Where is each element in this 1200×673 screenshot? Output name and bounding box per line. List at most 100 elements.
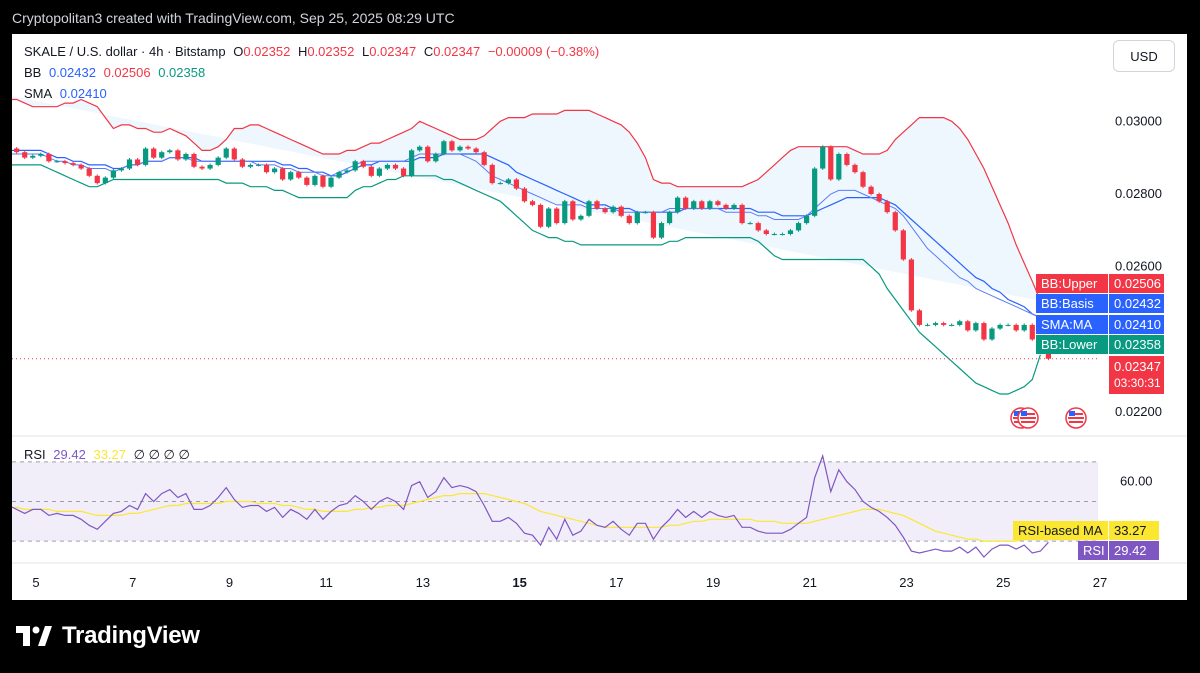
candle-body: [215, 157, 221, 165]
legend-rsi-label[interactable]: RSI: [24, 447, 46, 462]
time-tick-label: 7: [129, 575, 136, 590]
legend-close: C0.02347: [423, 44, 481, 59]
chart-frame: 0.03000 0.02800 0.02600 0.02200 60.00 5 7 9 11 13…: [12, 34, 1187, 600]
candle-body: [675, 197, 681, 213]
time-tick-label: 23: [899, 575, 913, 590]
candle-body: [715, 201, 721, 205]
candle-body: [949, 324, 955, 326]
sma-tag-value: 0.02410: [1109, 315, 1164, 334]
candle-body: [594, 201, 600, 209]
legend-rsi-extra: ∅ ∅ ∅ ∅: [133, 447, 190, 462]
time-tick-label: 27: [1093, 575, 1107, 590]
candle-body: [739, 204, 745, 224]
candle-body: [247, 164, 254, 167]
candle-body: [916, 310, 923, 325]
candle-body: [836, 154, 842, 180]
candle-body: [38, 154, 44, 156]
candle-body: [465, 146, 471, 149]
time-tick-label: 21: [803, 575, 817, 590]
time-tick-label: 13: [416, 575, 430, 590]
candle-body: [151, 148, 157, 158]
rsi-ma-tag-value: 33.27: [1109, 521, 1159, 540]
sma-tag-label: SMA:MA: [1036, 315, 1108, 334]
candle-body: [892, 212, 898, 231]
candle-body: [54, 161, 60, 163]
candle-body: [441, 141, 447, 154]
candle-body: [1005, 324, 1011, 326]
candle-body: [159, 152, 165, 158]
candle-body: [521, 188, 528, 202]
bb-lower-tag-label: BB:Lower: [1036, 335, 1108, 354]
candle-body: [513, 179, 520, 189]
bb-lower-line: [12, 164, 1041, 395]
candle-body: [876, 194, 882, 202]
candle-body: [691, 201, 697, 209]
candle-body: [239, 159, 245, 167]
candle-body: [658, 223, 665, 238]
candle-body: [763, 230, 769, 234]
legend-bb-upper: 0.02506: [103, 65, 151, 80]
last-price-value: 0.02347: [1114, 359, 1161, 374]
candle-body: [328, 177, 334, 187]
candle-body: [376, 168, 382, 176]
legend-bb-label[interactable]: BB: [24, 65, 42, 80]
legend-symbol[interactable]: SKALE / U.S. dollar · 4h · Bitstamp: [24, 44, 226, 59]
candle-body: [280, 168, 286, 180]
candle-body: [14, 148, 20, 153]
candle-body: [271, 168, 278, 173]
tradingview-logo: TradingView: [16, 622, 200, 650]
candle-body: [433, 154, 439, 162]
candle-body: [368, 166, 374, 176]
rsi-tick-label: 60.00: [1120, 474, 1153, 489]
candle-body: [457, 146, 463, 151]
candle-body: [924, 324, 931, 326]
candle-body: [22, 152, 28, 158]
legend-bb-basis: 0.02432: [48, 65, 96, 80]
candle-body: [908, 259, 914, 311]
currency-button[interactable]: USD: [1113, 40, 1175, 72]
candle-body: [102, 177, 108, 184]
candle-body: [473, 148, 479, 153]
candle-body: [296, 172, 302, 178]
candle-body: [352, 161, 358, 171]
legend-rsi-ma-value: 33.27: [93, 447, 127, 462]
candle-body: [626, 215, 632, 224]
candle-body: [62, 161, 68, 164]
candle-body: [803, 215, 810, 224]
candle-body: [795, 223, 802, 231]
candle-body: [578, 215, 584, 220]
candle-body: [828, 146, 834, 180]
rsi-tag-label: RSI: [1078, 541, 1108, 560]
candle-body: [731, 204, 737, 209]
bb-upper-line: [12, 98, 1041, 302]
candle-body: [868, 186, 874, 194]
us-flag-canton: [1014, 411, 1020, 416]
candle-body: [481, 152, 487, 165]
time-tick-label: 17: [609, 575, 623, 590]
time-tick-label: 25: [996, 575, 1010, 590]
candle-body: [384, 164, 391, 169]
candle-body: [989, 328, 995, 340]
us-flag-canton: [1021, 411, 1027, 416]
candle-body: [683, 197, 689, 209]
candle-body: [449, 141, 455, 151]
candle-body: [175, 150, 181, 160]
candle-body: [771, 234, 777, 235]
candle-body: [650, 212, 657, 238]
candle-body: [223, 148, 229, 158]
candle-body: [489, 164, 495, 184]
candle-body: [1021, 324, 1027, 331]
us-flag-canton: [1069, 411, 1075, 416]
brand-name: TradingView: [62, 622, 200, 649]
candle-body: [94, 175, 100, 184]
legend-sma-label[interactable]: SMA: [24, 86, 53, 101]
time-tick-label: 15: [512, 575, 526, 590]
candle-body: [78, 164, 84, 169]
candle-body: [844, 154, 850, 165]
price-tick-label: 0.03000: [1115, 113, 1162, 128]
candle-body: [143, 148, 149, 165]
candle-body: [505, 179, 511, 184]
chart-canvas[interactable]: 0.03000 0.02800 0.02600 0.02200 60.00 5 7 9 11 13…: [12, 34, 1187, 600]
candle-body: [610, 206, 616, 213]
candle-body: [642, 212, 648, 214]
